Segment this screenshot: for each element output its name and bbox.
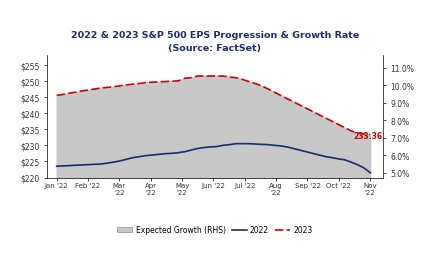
Title: 2022 & 2023 S&P 500 EPS Progression & Growth Rate
(Source: FactSet): 2022 & 2023 S&P 500 EPS Progression & Gr… [71, 31, 359, 52]
Text: 233.36: 233.36 [353, 132, 382, 141]
Legend: Expected Growth (RHS), 2022, 2023: Expected Growth (RHS), 2022, 2023 [114, 222, 316, 237]
